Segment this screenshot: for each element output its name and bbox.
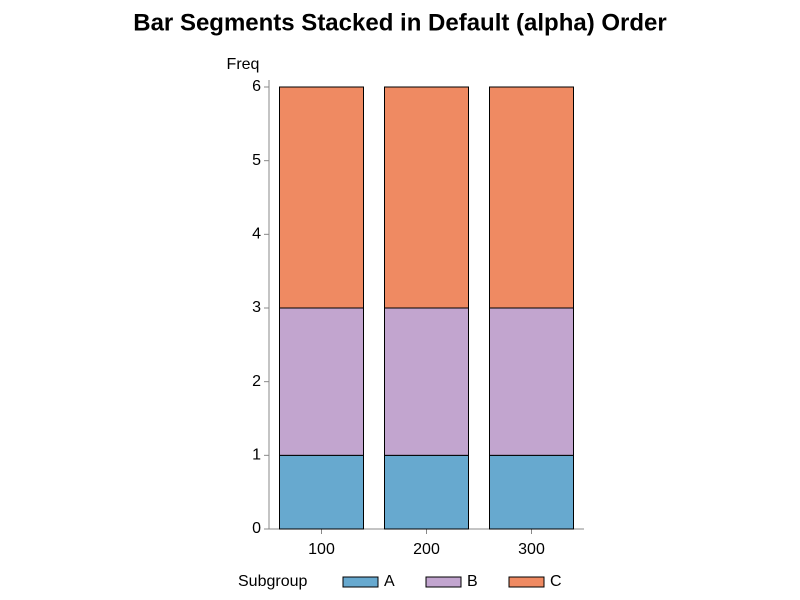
- y-tick-label: 4: [252, 226, 261, 243]
- bar-segment: [489, 307, 574, 456]
- y-tick-label: 5: [252, 152, 261, 169]
- legend-title: Subgroup: [238, 573, 307, 590]
- legend-swatch: [508, 576, 545, 588]
- legend-label: C: [550, 573, 562, 590]
- y-tick-label: 6: [252, 78, 261, 95]
- legend-swatch: [342, 576, 379, 588]
- x-tick-label: 200: [413, 541, 440, 558]
- bar-segment: [279, 86, 364, 309]
- bar-segment: [279, 454, 364, 530]
- y-axis-label: Freq: [227, 56, 260, 73]
- bar-segment: [384, 86, 469, 309]
- bar-segment: [489, 86, 574, 309]
- legend-label: B: [467, 573, 478, 590]
- y-tick-label: 0: [252, 520, 261, 537]
- y-tick-label: 3: [252, 299, 261, 316]
- y-tick-label: 2: [252, 373, 261, 390]
- legend-swatch: [425, 576, 462, 588]
- y-tick-label: 1: [252, 447, 261, 464]
- legend-label: A: [384, 573, 395, 590]
- chart-title: Bar Segments Stacked in Default (alpha) …: [133, 9, 666, 36]
- bar-segment: [279, 307, 364, 456]
- bar-segment: [489, 454, 574, 530]
- bar-segment: [384, 454, 469, 530]
- bar-segment: [384, 307, 469, 456]
- x-tick-label: 300: [518, 541, 545, 558]
- x-tick-label: 100: [308, 541, 335, 558]
